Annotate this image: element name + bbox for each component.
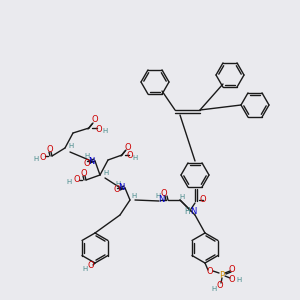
Text: N: N [88,157,94,166]
Text: O: O [127,151,133,160]
Text: H: H [103,170,109,176]
Text: O: O [161,190,167,199]
Text: O: O [207,266,213,275]
Text: H: H [84,153,90,159]
Text: N: N [158,196,164,205]
Text: H: H [236,277,242,283]
Text: H: H [68,143,74,149]
Text: H: H [131,193,136,199]
Text: N: N [118,184,124,193]
Text: H: H [184,206,190,215]
Text: H: H [212,286,217,292]
Text: O: O [96,124,102,134]
Text: H: H [116,181,121,187]
Text: O: O [92,116,98,124]
Text: O: O [88,260,94,269]
Text: H: H [33,156,39,162]
Text: O: O [217,280,223,290]
Text: O: O [229,274,235,284]
Text: H: H [132,155,138,161]
Text: O: O [229,266,235,274]
Text: O: O [81,169,87,178]
Text: O: O [84,158,90,167]
Text: O: O [200,194,206,203]
Text: H: H [82,266,88,272]
Text: H: H [102,128,108,134]
Text: O: O [74,176,80,184]
Text: P: P [219,271,225,280]
Text: O: O [40,152,46,161]
Text: O: O [114,185,120,194]
Text: O: O [47,146,53,154]
Text: H: H [155,193,160,199]
Text: O: O [125,142,131,152]
Text: H: H [66,179,72,185]
Text: N: N [190,206,196,215]
Text: H: H [179,194,184,200]
